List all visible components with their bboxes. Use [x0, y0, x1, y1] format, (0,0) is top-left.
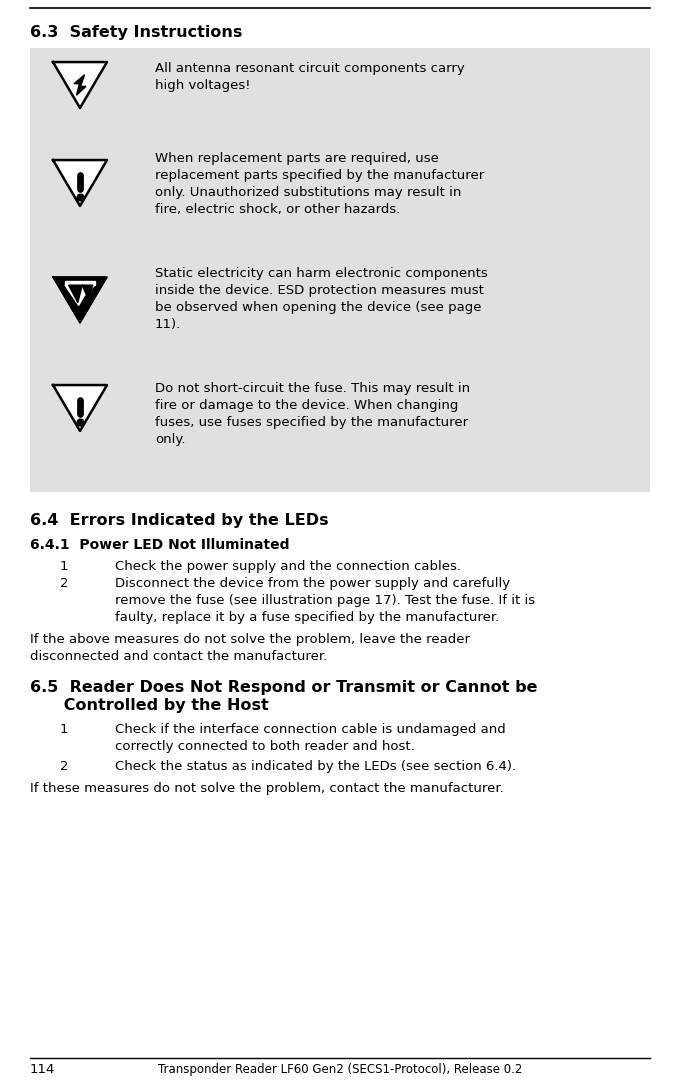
Text: faulty, replace it by a fuse specified by the manufacturer.: faulty, replace it by a fuse specified b…	[115, 611, 499, 624]
Text: inside the device. ESD protection measures must: inside the device. ESD protection measur…	[155, 284, 484, 297]
Text: 1: 1	[60, 723, 69, 736]
Text: 6.3  Safety Instructions: 6.3 Safety Instructions	[30, 25, 242, 40]
Text: Do not short-circuit the fuse. This may result in: Do not short-circuit the fuse. This may …	[155, 382, 470, 395]
Text: 2: 2	[60, 760, 69, 774]
Text: If these measures do not solve the problem, contact the manufacturer.: If these measures do not solve the probl…	[30, 782, 504, 795]
Text: replacement parts specified by the manufacturer: replacement parts specified by the manuf…	[155, 169, 484, 182]
Polygon shape	[69, 285, 82, 302]
Text: All antenna resonant circuit components carry: All antenna resonant circuit components …	[155, 62, 464, 75]
Text: 11).: 11).	[155, 317, 182, 331]
Text: be observed when opening the device (see page: be observed when opening the device (see…	[155, 301, 481, 314]
Text: 6.4  Errors Indicated by the LEDs: 6.4 Errors Indicated by the LEDs	[30, 513, 328, 528]
Text: only. Unauthorized substitutions may result in: only. Unauthorized substitutions may res…	[155, 185, 461, 199]
Text: 1: 1	[60, 560, 69, 573]
Text: 114: 114	[30, 1063, 55, 1076]
Text: Controlled by the Host: Controlled by the Host	[30, 698, 269, 714]
Text: 6.4.1  Power LED Not Illuminated: 6.4.1 Power LED Not Illuminated	[30, 538, 290, 552]
Text: 6.5  Reader Does Not Respond or Transmit or Cannot be: 6.5 Reader Does Not Respond or Transmit …	[30, 680, 537, 695]
Text: 2: 2	[60, 577, 69, 590]
Polygon shape	[65, 281, 95, 285]
Text: When replacement parts are required, use: When replacement parts are required, use	[155, 152, 439, 165]
Text: Transponder Reader LF60 Gen2 (SECS1-Protocol), Release 0.2: Transponder Reader LF60 Gen2 (SECS1-Prot…	[158, 1063, 522, 1076]
Text: Check if the interface connection cable is undamaged and: Check if the interface connection cable …	[115, 723, 506, 736]
Text: disconnected and contact the manufacturer.: disconnected and contact the manufacture…	[30, 650, 327, 663]
Text: high voltages!: high voltages!	[155, 79, 250, 92]
Text: fuses, use fuses specified by the manufacturer: fuses, use fuses specified by the manufa…	[155, 416, 468, 429]
Text: remove the fuse (see illustration page 17). Test the fuse. If it is: remove the fuse (see illustration page 1…	[115, 594, 535, 607]
Bar	[30, 48, 650, 492]
Polygon shape	[53, 160, 107, 206]
Polygon shape	[65, 285, 95, 305]
Text: Check the power supply and the connection cables.: Check the power supply and the connectio…	[115, 560, 461, 573]
Text: If the above measures do not solve the problem, leave the reader: If the above measures do not solve the p…	[30, 633, 470, 646]
Text: Static electricity can harm electronic components: Static electricity can harm electronic c…	[155, 267, 488, 280]
Text: fire or damage to the device. When changing: fire or damage to the device. When chang…	[155, 399, 458, 412]
Text: Check the status as indicated by the LEDs (see section 6.4).: Check the status as indicated by the LED…	[115, 760, 516, 774]
Polygon shape	[82, 285, 93, 298]
Polygon shape	[53, 385, 107, 431]
Text: only.: only.	[155, 433, 186, 446]
Polygon shape	[74, 75, 86, 95]
Text: fire, electric shock, or other hazards.: fire, electric shock, or other hazards.	[155, 203, 401, 216]
Text: Disconnect the device from the power supply and carefully: Disconnect the device from the power sup…	[115, 577, 510, 590]
Polygon shape	[53, 277, 107, 323]
Polygon shape	[53, 62, 107, 108]
Text: correctly connected to both reader and host.: correctly connected to both reader and h…	[115, 740, 415, 753]
